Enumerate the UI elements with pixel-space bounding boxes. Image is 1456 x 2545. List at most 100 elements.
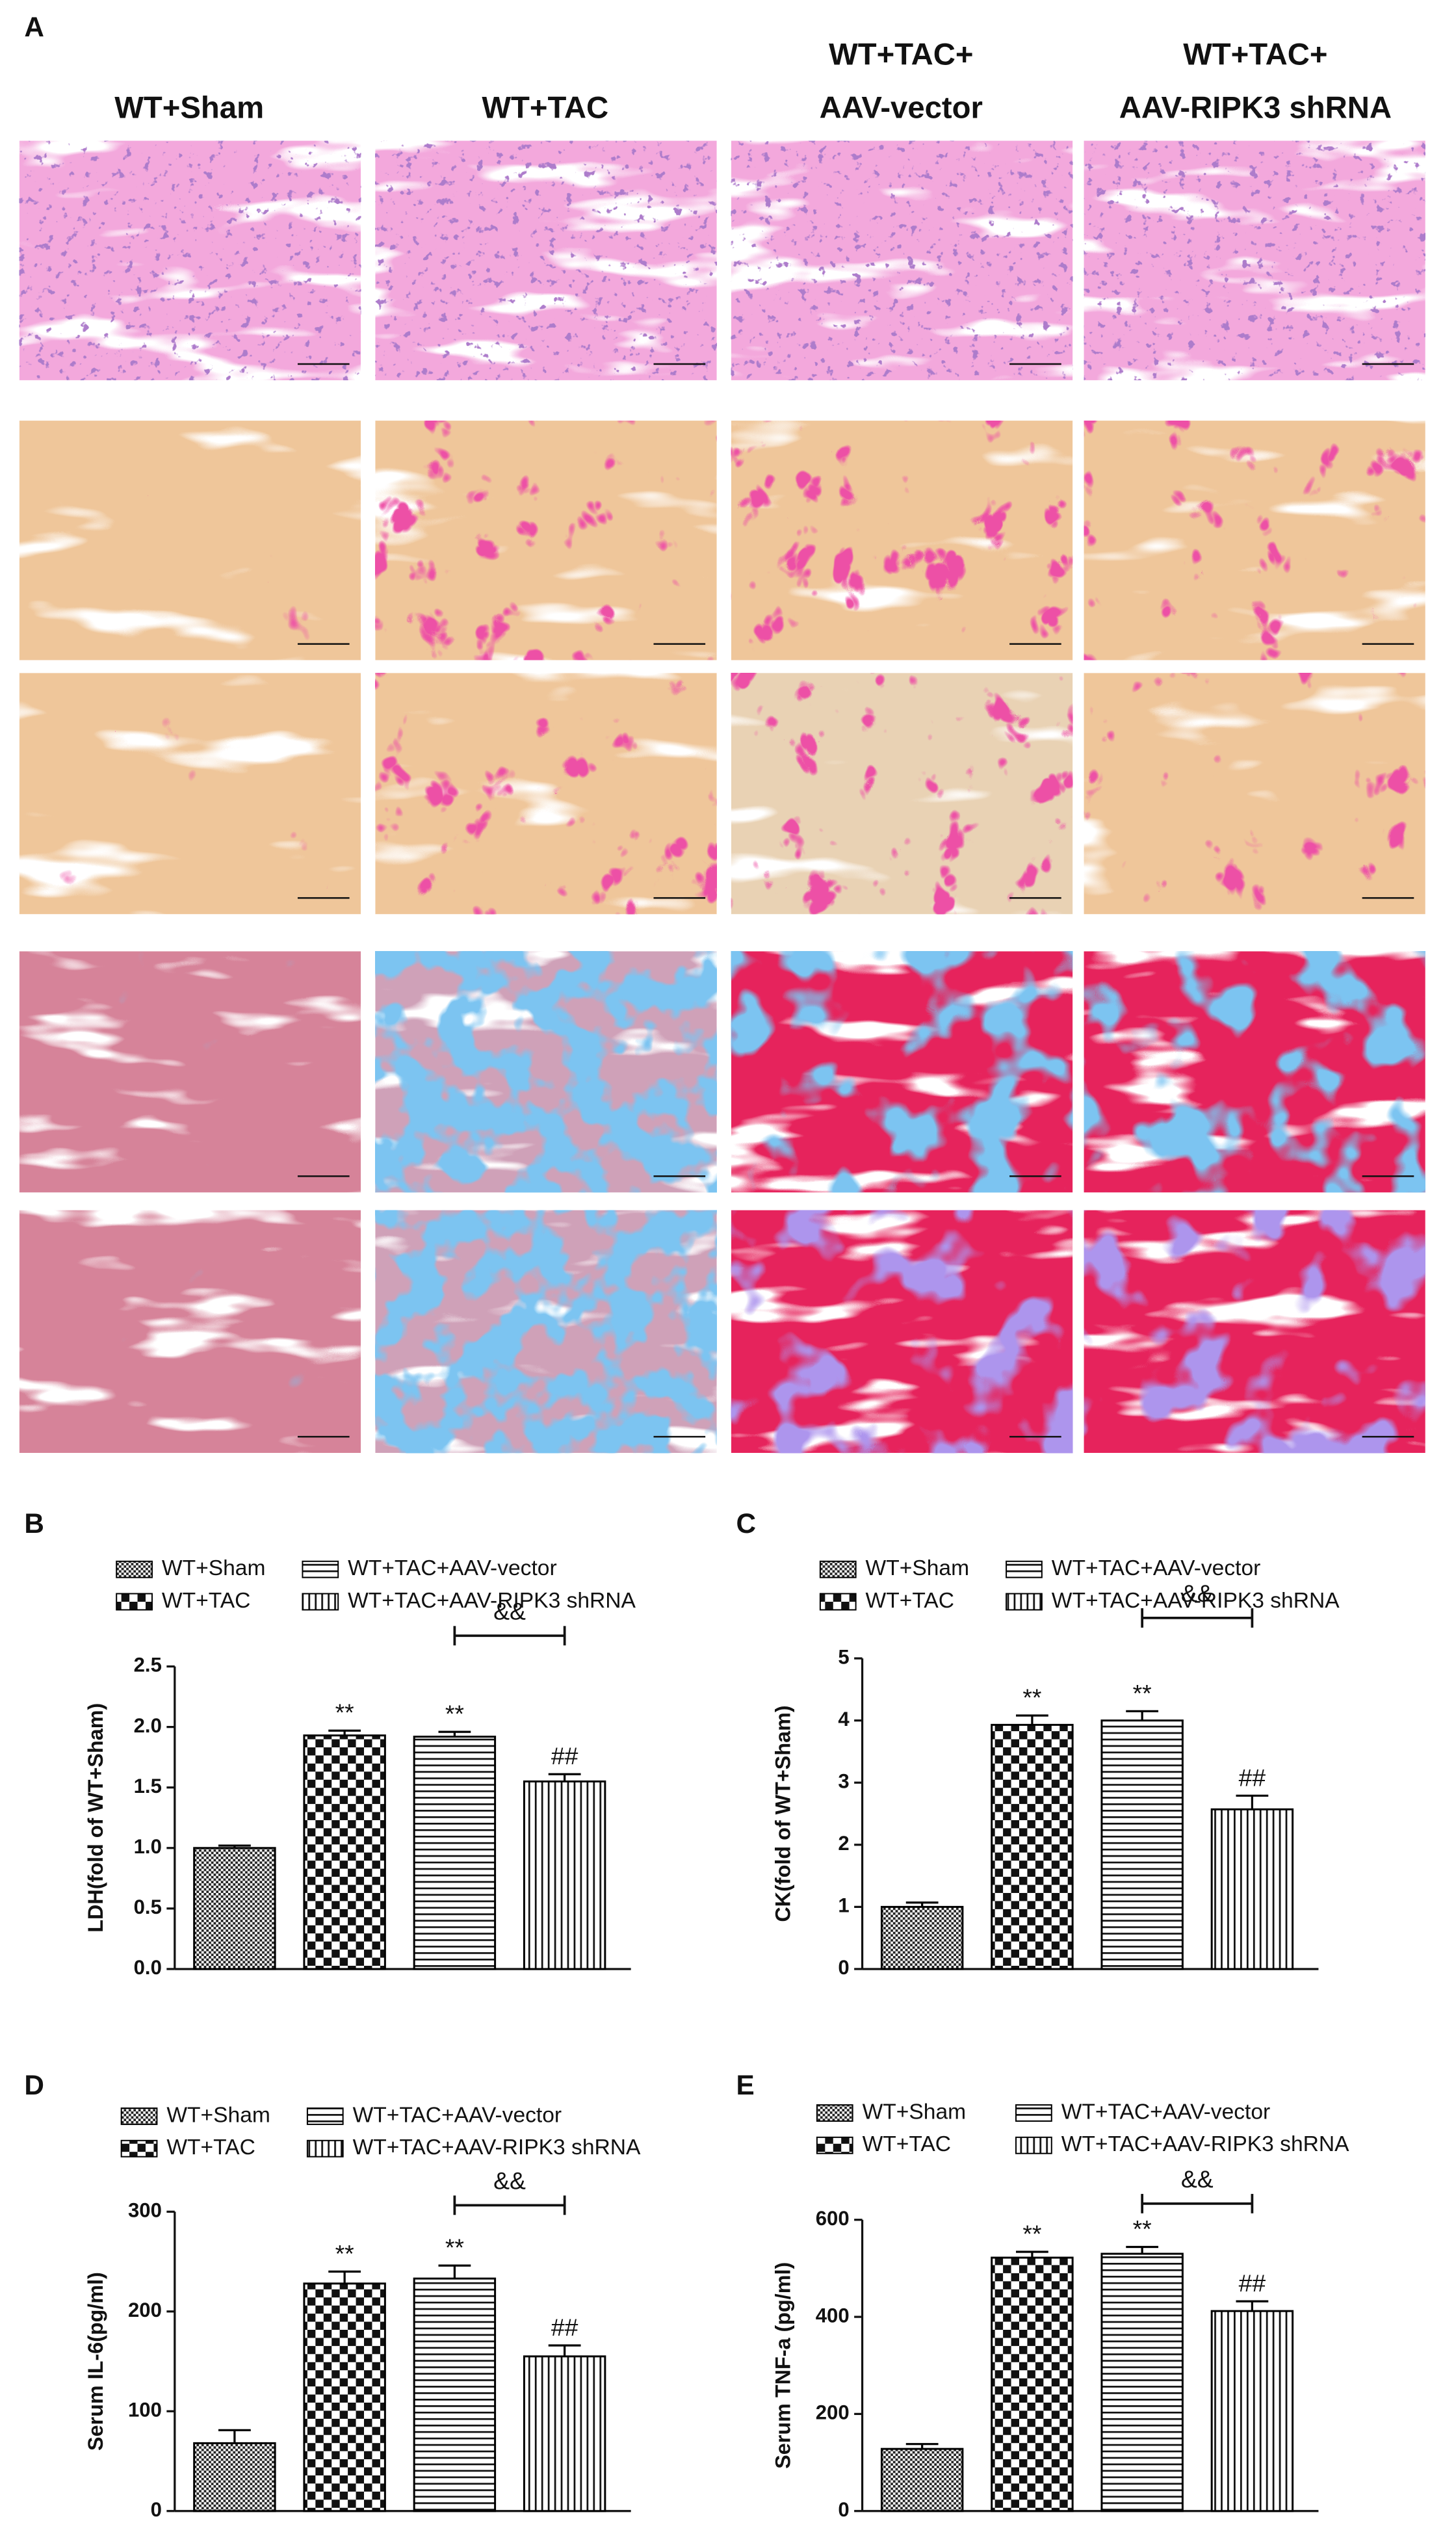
legend-label: WT+TAC [863,2132,951,2156]
significance-label: ## [551,1742,578,1769]
legend-swatch [120,2108,158,2125]
legend-swatch [116,1593,153,1611]
legend-label: WT+Sham [863,2100,967,2124]
histology-image [375,673,717,915]
legend-label: WT+TAC [162,1589,250,1613]
image-texture [731,1210,1073,1454]
histology-image [19,673,361,915]
bar [193,1847,276,1970]
significance-label: ** [335,1699,354,1726]
panel-label: C [736,1508,756,1539]
y-tick-label: 200 [128,2299,162,2321]
image-texture [731,421,1073,660]
legend-swatch [1006,1560,1043,1578]
legend-label: WT+TAC+AAV-vector [1061,2100,1271,2124]
legend-swatch [816,2104,853,2122]
bracket-label: && [1181,2165,1214,2193]
histology-image [19,1210,361,1454]
y-tick-label: 2.5 [134,1654,162,1677]
error-bar [905,2443,939,2449]
legend-label: WT+TAC+AAV-vector [348,1556,557,1580]
legend-label: WT+TAC+AAV-vector [353,2103,562,2127]
legend-label: WT+Sham [866,1556,970,1580]
bar [880,2447,964,2512]
significance-label: ** [335,2239,354,2267]
significance-label: ## [1239,2269,1266,2297]
bar [1210,1808,1294,1970]
error-bar [1016,1714,1048,1725]
bar [1100,2252,1184,2512]
bracket-label: && [493,2167,526,2194]
column-header: WT+TAC+ [1183,38,1327,72]
histology-image [375,140,717,380]
histology-image [731,673,1073,915]
legend-label: WT+TAC+AAV-RIPK3 shRNA [1061,2132,1349,2156]
error-bar [218,1844,251,1848]
image-texture [19,951,361,1193]
y-tick-label: 1.5 [134,1775,162,1797]
legend-swatch [120,2139,158,2158]
y-tick-label: 0 [838,2498,849,2521]
legend-swatch [1015,2104,1052,2122]
histology-image [1084,673,1425,915]
column-header: WT+Sham [114,91,264,125]
significance-label: ** [1022,2220,1041,2247]
y-tick-label: 0 [151,2498,162,2521]
legend-swatch [302,1560,339,1578]
significance-label: ** [445,2234,464,2261]
y-tick-label: 0.5 [134,1896,162,1918]
error-bar [1236,2300,1269,2312]
image-texture [731,140,1073,380]
bar [523,1780,606,1970]
significance-label: ** [1022,1684,1041,1711]
significance-label: ** [1133,1679,1152,1706]
image-texture [731,673,1073,915]
legend-label: WT+TAC+AAV-RIPK3 shRNA [353,2135,641,2160]
histology-image [1084,951,1425,1193]
histology-image [731,421,1073,660]
panel-label: D [24,2070,44,2100]
histology-image [1084,421,1425,660]
histology-image [375,421,717,660]
bar [1210,2310,1294,2512]
legend-swatch [1006,1593,1043,1611]
legend-label: WT+TAC+AAV-RIPK3 shRNA [348,1589,636,1613]
error-bar [1016,2251,1048,2258]
y-tick-label: 1 [838,1894,849,1917]
legend-swatch [302,1593,339,1611]
image-texture [375,1210,717,1454]
y-tick-label: 4 [838,1708,850,1730]
y-tick-label: 2 [838,1832,849,1855]
panel-label: E [736,2070,754,2100]
image-texture [731,951,1073,1193]
image-texture [1084,140,1425,380]
legend-label: WT+TAC+AAV-vector [1052,1556,1261,1580]
bar [523,2355,606,2512]
image-texture [19,673,361,915]
image-texture [1084,673,1425,915]
y-tick-label: 0 [838,1956,849,1979]
error-bar [905,1901,939,1907]
legend-swatch [306,2139,344,2158]
histology-image [375,1210,717,1454]
histology-image [731,140,1073,380]
bar [193,2442,276,2512]
y-tick-label: 3 [838,1769,849,1792]
y-tick-label: 300 [128,2199,162,2222]
legend-label: WT+TAC+AAV-RIPK3 shRNA [1052,1589,1340,1613]
image-texture [19,1210,361,1454]
histology-image [375,951,717,1193]
bar [880,1905,964,1970]
y-tick-label: 200 [816,2401,850,2424]
histology-image [1084,1210,1425,1454]
image-texture [1084,421,1425,660]
histology-image [1084,140,1425,380]
significance-label: ** [1133,2215,1152,2243]
histology-image [731,951,1073,1193]
significance-label: ## [551,2314,578,2341]
legend-swatch [819,1593,857,1611]
error-bar [1126,1710,1159,1721]
error-bar [1126,2245,1159,2254]
histology-image [19,140,361,380]
